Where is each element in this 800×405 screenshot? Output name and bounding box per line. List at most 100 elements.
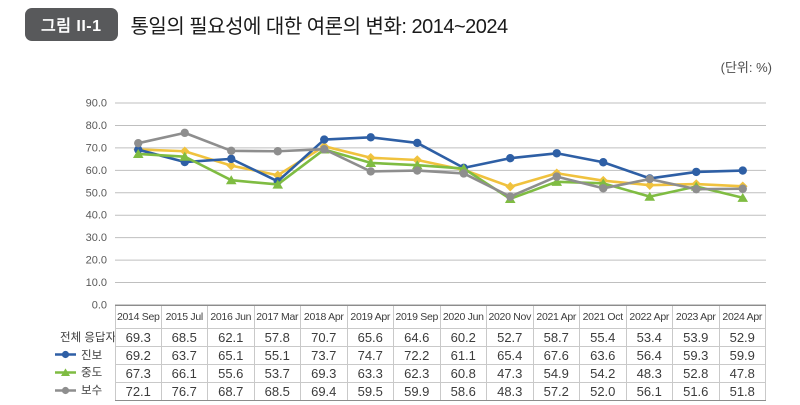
legend-label: 보수 [81,385,103,398]
legend-item-conservative: 보수 [55,381,115,399]
table-header-cell: 2019 Apr [348,306,394,328]
table-value-cell: 53.7 [255,365,301,382]
table-value-cell: 55.1 [255,347,301,364]
table-value-cell: 69.3 [301,365,348,382]
chart-data-table: 2014 Sep 2015 Jul 2016 Jun 2017 Mar 2018 Apr… [115,305,766,401]
series-line-progressive [136,136,745,183]
legend-item-progressive: 진보 [55,346,115,364]
table-value-cell: 62.3 [394,365,441,382]
series-marker-progressive [692,167,701,177]
legend-item-moderate: 중도 [55,364,115,382]
y-tick-label: 0.0 [92,300,107,311]
table-value-cell: 54.9 [534,365,580,382]
series-marker-moderate [132,149,144,159]
unit-label: (단위: %) [720,60,772,75]
table-value-cell: 56.1 [627,383,673,400]
table-value-cell: 57.8 [255,329,301,346]
table-header-cell: 2020 Nov [487,306,534,328]
table-header-cell: 2018 Apr [301,306,348,328]
table-value-cell: 63.7 [162,347,208,364]
series-line-moderate [136,148,745,201]
line-chart: 0.0 10.0 20.0 30.0 40.0 50.0 60.0 70.0 80.0 90.0 [86,98,766,311]
legend-marker [61,351,70,359]
legend-label: 전체 응답자 [60,331,117,344]
table-value-cell: 51.6 [673,383,720,400]
series-line-all_respondents [136,145,745,189]
table-value-cell: 47.3 [487,365,534,382]
table-value-cell: 59.5 [348,383,394,400]
series-marker-conservative [459,169,468,178]
table-value-cell: 57.2 [534,383,580,400]
table-value-cell: 54.2 [580,365,627,382]
series-marker-moderate [365,158,377,168]
legend-marker [60,368,71,376]
table-value-cell: 52.0 [580,383,627,400]
y-tick-label: 40.0 [86,210,107,222]
y-tick-label: 60.0 [86,165,107,177]
table-header-cell: 2020 Jun [441,306,487,328]
table-value-cell: 52.9 [720,329,766,346]
y-tick-label: 90.0 [86,98,107,110]
table-value-cell: 72.1 [115,383,162,400]
series-marker-conservative [320,145,329,154]
table-value-cell: 48.3 [487,383,534,400]
series-marker-progressive [320,135,329,144]
series-marker-conservative [552,172,561,181]
table-value-cell: 74.7 [348,347,394,364]
triangle-marker-icon [55,368,76,376]
series-marker-progressive [552,149,561,158]
table-value-cell: 60.8 [441,365,487,382]
table-value-cell: 65.6 [348,329,394,346]
table-value-cell: 47.8 [720,365,766,382]
figure-number-badge: 그림 II-1 [25,8,118,41]
series-marker-moderate [179,151,191,161]
table-value-cell: 53.4 [627,329,673,346]
table-value-cell: 69.2 [115,347,162,364]
table-value-cell: 59.3 [673,347,720,364]
table-value-cell: 58.7 [534,329,580,346]
table-value-cell: 69.3 [115,329,162,346]
series-marker-progressive [413,138,422,148]
series-marker-conservative [227,146,236,156]
table-value-cell: 53.9 [673,329,720,346]
series-marker-progressive [738,166,747,175]
series-marker-conservative [506,192,515,201]
circle-marker-icon [55,351,76,359]
table-value-cell: 67.3 [115,365,162,382]
table-header-cell: 2017 Mar [255,306,301,328]
legend-marker [61,386,70,394]
y-tick-label: 80.0 [86,120,107,132]
table-header-cell: 2021 Oct [580,306,627,328]
series-marker-conservative [413,166,422,175]
series-marker-moderate [551,176,563,186]
table-value-cell: 65.4 [487,347,534,364]
series-marker-all_respondents [644,180,655,190]
table-value-cell: 76.7 [162,383,208,400]
table-value-cell: 51.8 [720,383,766,400]
series-line-conservative [136,131,745,198]
table-row-conservative: 72.1 76.7 68.7 68.5 69.4 59.5 59.9 58.6 48.3 57.2… [115,383,766,400]
table-value-cell: 73.7 [301,347,348,364]
table-value-cell: 62.1 [208,329,255,346]
table-value-cell: 67.6 [534,347,580,364]
series-marker-conservative [180,128,189,138]
table-value-cell: 68.7 [208,383,255,400]
table-header-cell: 2016 Jun [208,306,255,328]
series-marker-progressive [227,154,236,164]
table-value-cell: 68.5 [255,383,301,400]
table-value-cell: 63.6 [580,347,627,364]
table-value-cell: 66.1 [162,365,208,382]
series-marker-conservative [738,184,747,193]
y-tick-label: 50.0 [86,187,107,199]
table-header-cell: 2024 Apr [720,306,766,328]
table-header-cell: 2015 Jul [162,306,208,328]
series-marker-moderate [737,192,749,202]
table-value-cell: 65.1 [208,347,255,364]
series-marker-conservative [645,174,654,184]
table-value-cell: 59.9 [720,347,766,364]
series-marker-conservative [692,184,701,194]
table-value-cell: 55.4 [580,329,627,346]
table-value-cell: 64.6 [394,329,441,346]
series-marker-conservative [366,167,375,176]
